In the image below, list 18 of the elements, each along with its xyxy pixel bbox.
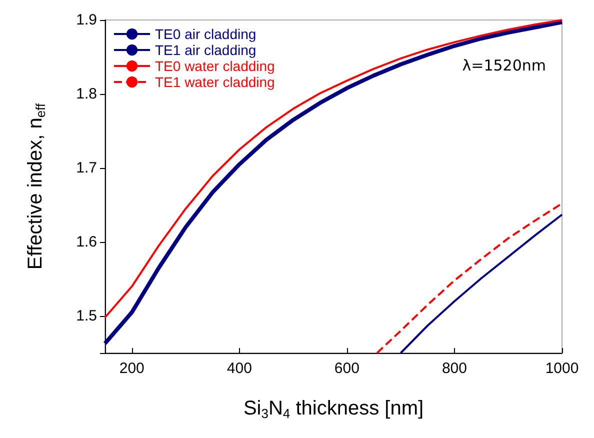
y-tick-label: 1.7	[76, 160, 97, 176]
y-tick-label: 1.6	[76, 234, 97, 250]
x-tick-label: 200	[119, 360, 144, 377]
y-tick-label: 1.9	[76, 12, 97, 28]
annotation: λ=1520nm	[462, 56, 546, 74]
y-axis-title: Effective index, neff	[24, 103, 48, 270]
legend-label: TE0 air cladding	[155, 26, 256, 42]
x-tick-label: 600	[334, 360, 360, 377]
y-tick-label: 1.8	[76, 86, 97, 102]
x-tick-label: 1000	[545, 360, 579, 377]
legend-label: TE1 air cladding	[155, 42, 256, 58]
y-tick-label: 1.5	[76, 308, 97, 324]
line-series	[400, 214, 563, 354]
x-tick-label: 400	[226, 360, 252, 377]
legend-label: TE0 water cladding	[155, 58, 275, 74]
line-series	[376, 202, 563, 354]
legend-label: TE1 water cladding	[155, 74, 275, 90]
x-tick-label: 800	[442, 360, 467, 377]
